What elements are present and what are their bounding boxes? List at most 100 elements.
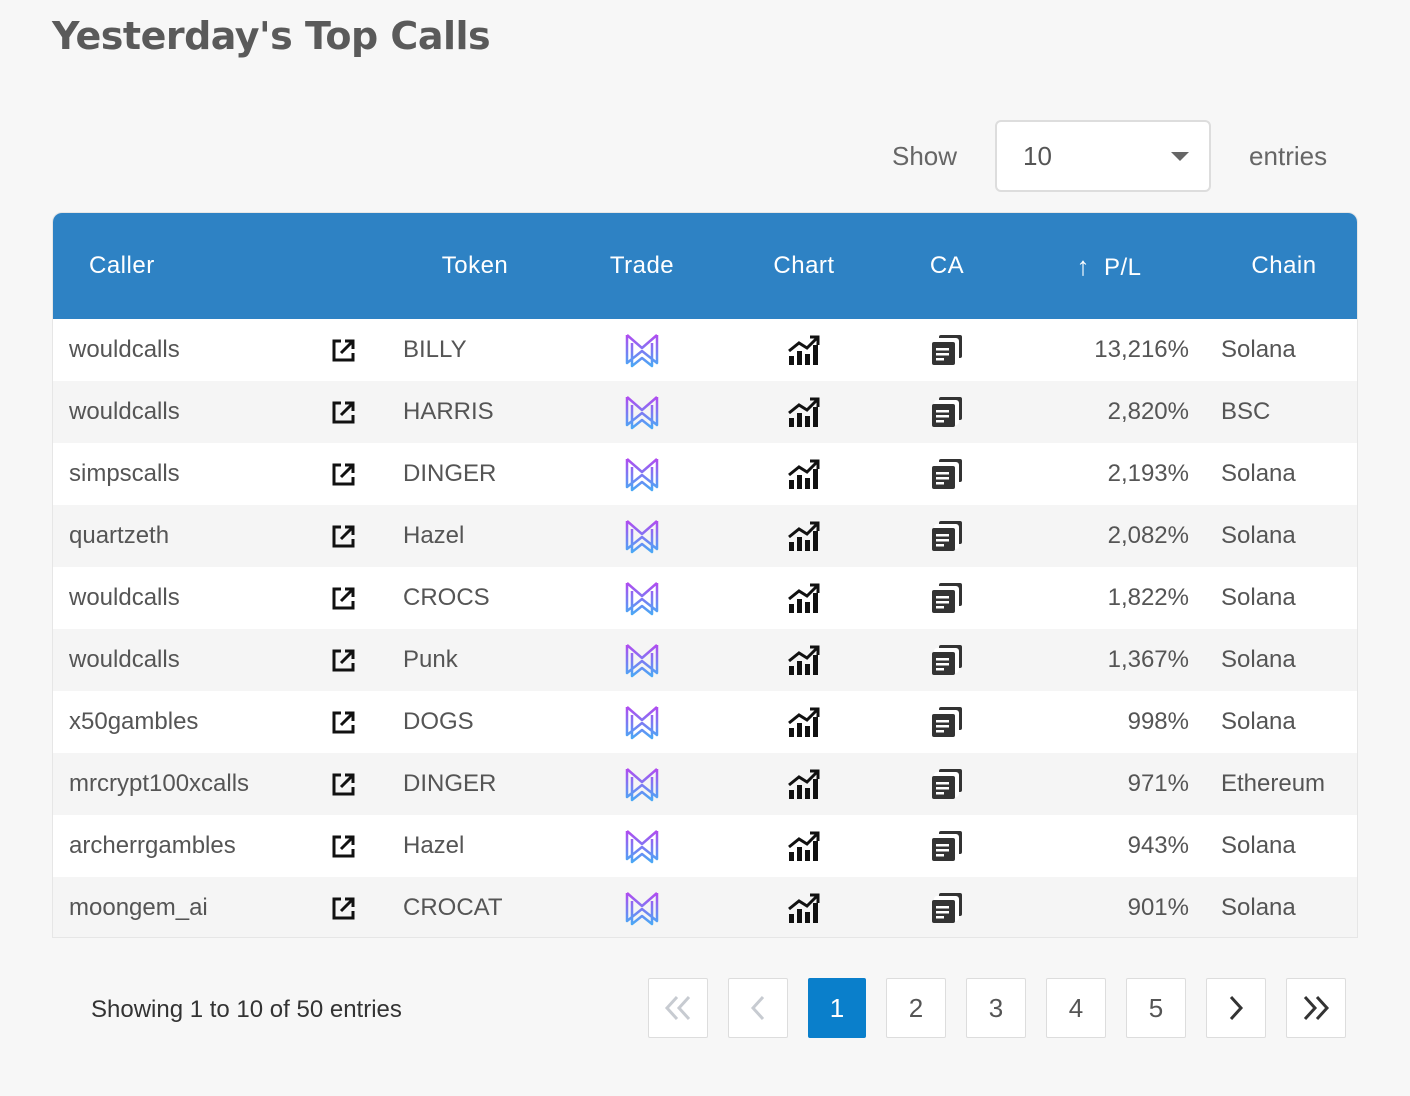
column-header-token[interactable]: Token [441,252,509,279]
caller-name[interactable]: wouldcalls [69,336,180,363]
trade-button[interactable] [561,567,723,629]
external-link-icon [332,463,354,486]
pl-value: 1,367% [1107,646,1189,673]
trade-button[interactable] [561,443,723,505]
copy-icon [932,335,962,365]
chart-button[interactable] [723,443,885,505]
caret-down-icon [1171,151,1190,161]
double-chevron-right-icon [1303,995,1330,1021]
trade-logo-icon [625,458,659,492]
external-link-icon [332,401,354,424]
copy-ca-button[interactable] [885,567,1009,629]
external-link-icon [332,897,354,920]
external-link-icon [332,711,354,734]
trade-button[interactable] [561,691,723,753]
page-button-4[interactable]: 4 [1046,978,1106,1038]
caller-name[interactable]: wouldcalls [69,398,180,425]
chevron-left-icon [750,995,765,1021]
pl-value: 2,820% [1107,398,1189,425]
first-page-button[interactable] [648,978,708,1038]
column-header-pl[interactable]: ↑ P/L [1009,213,1209,319]
copy-icon [932,397,962,427]
copy-ca-button[interactable] [885,877,1009,937]
pl-value: 943% [1127,832,1189,859]
token-name: CROCS [403,584,490,611]
trade-button[interactable] [561,877,723,937]
copy-icon [932,583,962,613]
caller-name[interactable]: wouldcalls [69,584,180,611]
page-button-1[interactable]: 1 [808,978,866,1038]
caller-link-button[interactable] [296,319,389,381]
caller-link-button[interactable] [296,877,389,937]
chart-button[interactable] [723,691,885,753]
copy-icon [932,459,962,489]
table-row: quartzeth Hazel 2,082% Solana [53,505,1357,567]
page-button-2[interactable]: 2 [886,978,946,1038]
caller-name[interactable]: x50gambles [69,708,199,735]
chart-button[interactable] [723,629,885,691]
caller-name[interactable]: archerrgambles [69,832,236,859]
trade-button[interactable] [561,629,723,691]
caller-link-button[interactable] [296,753,389,815]
caller-name[interactable]: moongem_ai [69,894,208,921]
column-header-caller[interactable]: Caller [89,252,155,279]
caller-link-button[interactable] [296,567,389,629]
chart-button[interactable] [723,815,885,877]
page-button-3[interactable]: 3 [966,978,1026,1038]
entries-select[interactable]: 10 [995,120,1212,192]
column-header-ca[interactable]: CA [929,252,965,279]
copy-ca-button[interactable] [885,815,1009,877]
caller-link-button[interactable] [296,381,389,443]
last-page-button[interactable] [1286,978,1346,1038]
table-header-row: Caller Token Trade Chart CA ↑ P/L Chain [53,213,1357,319]
previous-page-button[interactable] [728,978,788,1038]
caller-name[interactable]: mrcrypt100xcalls [69,770,250,797]
trade-logo-icon [625,830,659,864]
copy-ca-button[interactable] [885,629,1009,691]
caller-link-button[interactable] [296,629,389,691]
chart-button[interactable] [723,753,885,815]
trade-button[interactable] [561,381,723,443]
chart-button[interactable] [723,381,885,443]
copy-ca-button[interactable] [885,753,1009,815]
pl-value: 2,193% [1107,460,1189,487]
chart-button[interactable] [723,505,885,567]
page-button-5[interactable]: 5 [1126,978,1186,1038]
chart-button[interactable] [723,319,885,381]
pl-value: 1,822% [1107,584,1189,611]
table-row: mrcrypt100xcalls DINGER 971% Ethereum [53,753,1357,815]
copy-icon [932,769,962,799]
caller-name[interactable]: simpscalls [69,460,180,487]
double-chevron-left-icon [664,995,691,1021]
trade-logo-icon [625,396,659,430]
show-label: Show [892,140,958,171]
token-name: HARRIS [403,398,494,425]
copy-ca-button[interactable] [885,381,1009,443]
copy-ca-button[interactable] [885,319,1009,381]
caller-link-button[interactable] [296,691,389,753]
column-header-chain[interactable]: Chain [1251,252,1317,279]
external-link-icon [332,649,354,672]
chart-button[interactable] [723,567,885,629]
chain-name: Solana [1221,336,1296,363]
bar-chart-icon [788,459,820,489]
trade-button[interactable] [561,319,723,381]
top-calls-table: Caller Token Trade Chart CA ↑ P/L Chain w… [52,212,1358,938]
caller-link-button[interactable] [296,815,389,877]
column-header-chart[interactable]: Chart [773,252,835,279]
column-header-trade[interactable]: Trade [609,252,675,279]
trade-button[interactable] [561,505,723,567]
trade-button[interactable] [561,815,723,877]
caller-name[interactable]: quartzeth [69,522,170,549]
token-name: DINGER [403,460,497,487]
caller-link-button[interactable] [296,443,389,505]
trade-logo-icon [625,706,659,740]
chart-button[interactable] [723,877,885,937]
caller-link-button[interactable] [296,505,389,567]
copy-ca-button[interactable] [885,443,1009,505]
copy-ca-button[interactable] [885,505,1009,567]
trade-button[interactable] [561,753,723,815]
copy-ca-button[interactable] [885,691,1009,753]
next-page-button[interactable] [1206,978,1266,1038]
caller-name[interactable]: wouldcalls [69,646,180,673]
